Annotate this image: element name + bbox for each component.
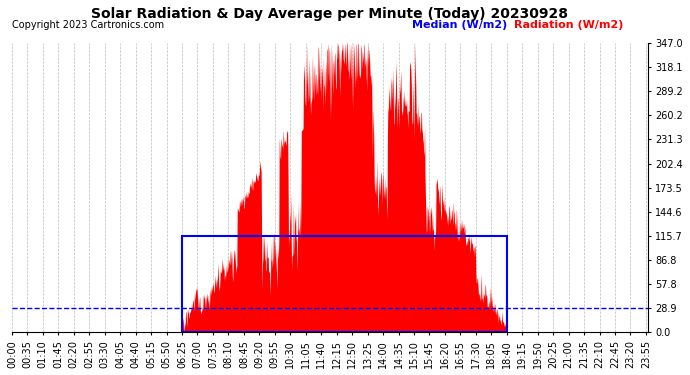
Text: Radiation (W/m2): Radiation (W/m2): [514, 20, 624, 30]
Title: Solar Radiation & Day Average per Minute (Today) 20230928: Solar Radiation & Day Average per Minute…: [91, 7, 569, 21]
Bar: [182, 236, 506, 332]
Text: Median (W/m2): Median (W/m2): [413, 20, 508, 30]
Text: Copyright 2023 Cartronics.com: Copyright 2023 Cartronics.com: [12, 20, 164, 30]
